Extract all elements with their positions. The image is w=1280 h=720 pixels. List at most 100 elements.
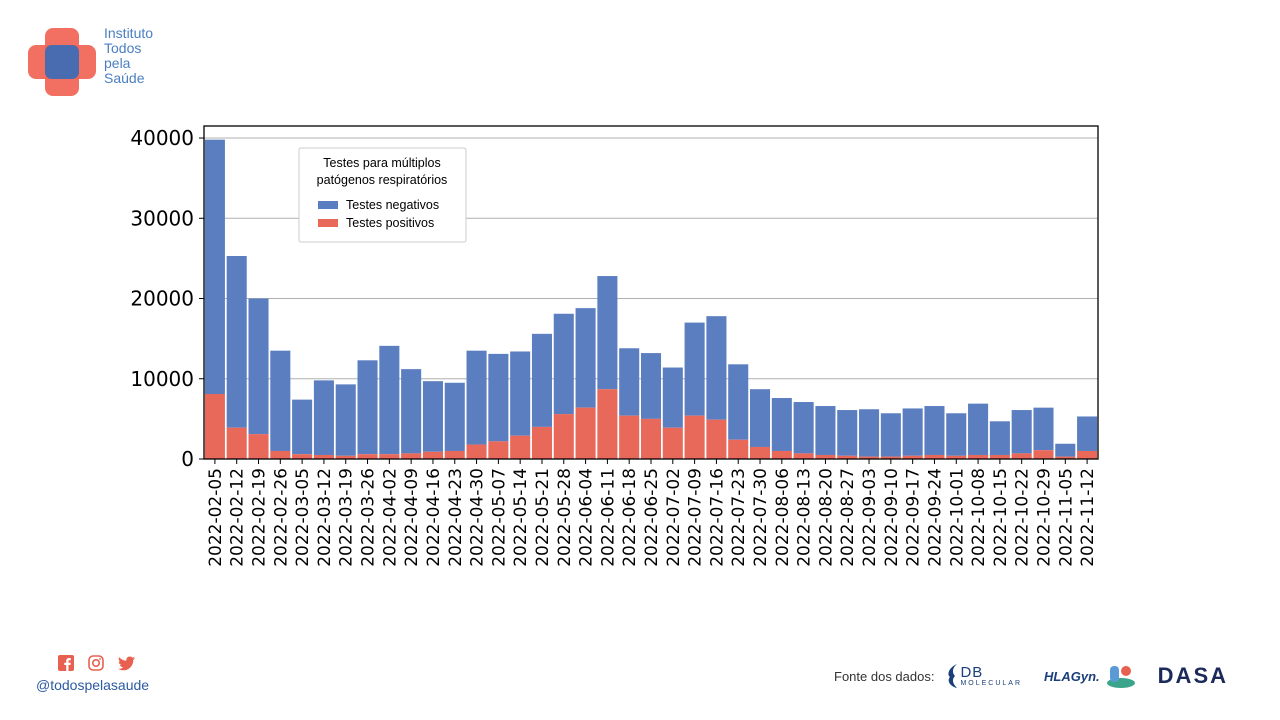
bar-positive (248, 434, 269, 459)
bar-negative (422, 381, 443, 452)
bar-positive (662, 427, 683, 459)
x-tick-label: 2022-02-05 (206, 468, 226, 567)
x-tick-label: 2022-11-05 (1056, 468, 1076, 567)
bar-negative (1055, 443, 1076, 457)
bar-negative (728, 364, 749, 440)
bar-negative (575, 308, 596, 408)
bar-negative (837, 410, 858, 456)
bar-positive (204, 394, 225, 459)
bar-negative (292, 399, 313, 455)
legend-title: Testes para múltiplos (323, 156, 440, 170)
bar-positive (684, 415, 705, 459)
x-tick-label: 2022-09-24 (925, 468, 945, 567)
brand-line: Instituto (104, 25, 154, 41)
bar-negative (444, 382, 465, 451)
bar-negative (619, 348, 640, 416)
x-tick-label: 2022-10-22 (1013, 468, 1033, 567)
hlagyn-figure-icon (1106, 666, 1135, 688)
twitter-icon[interactable] (118, 655, 135, 671)
bar-negative (466, 350, 487, 445)
bar-positive (379, 454, 400, 459)
x-tick-label: 2022-07-16 (707, 468, 727, 567)
bar-negative (859, 409, 880, 457)
x-tick-label: 2022-06-11 (598, 468, 618, 567)
db-leaf-icon (948, 664, 958, 688)
x-tick-label: 2022-07-09 (686, 468, 706, 567)
bar-negative (640, 353, 662, 419)
bar-negative (313, 380, 334, 455)
x-tick-label: 2022-06-18 (620, 468, 640, 567)
bar-positive (837, 455, 858, 459)
bar-negative (488, 353, 509, 442)
brand-logo: Instituto Todos pela Saúde (28, 26, 188, 100)
bar-negative (771, 398, 792, 451)
legend-entry: Testes positivos (346, 216, 434, 230)
bar-negative (749, 389, 771, 447)
instagram-icon[interactable] (88, 655, 104, 671)
x-tick-label: 2022-02-12 (228, 468, 248, 567)
bar-positive (749, 446, 771, 459)
bar-positive (924, 454, 945, 459)
bar-positive (640, 418, 662, 459)
legend-swatch (318, 201, 338, 209)
bar-positive (706, 419, 727, 459)
bar-negative (1077, 416, 1098, 451)
social-footer: @todospelasaude (36, 654, 149, 693)
bar-positive (335, 455, 356, 459)
bar-positive (1055, 456, 1076, 459)
bar-positive (401, 453, 422, 459)
x-tick-label: 2022-04-16 (424, 468, 444, 567)
bar-negative (510, 351, 531, 436)
facebook-icon[interactable] (58, 655, 74, 671)
x-tick-label: 2022-02-19 (250, 468, 270, 567)
x-tick-label: 2022-05-07 (489, 468, 509, 567)
plot-frame (203, 125, 1099, 460)
social-handle[interactable]: @todospelasaude (36, 677, 150, 693)
bar-negative (204, 139, 225, 395)
x-tick-label: 2022-03-26 (359, 468, 379, 567)
dasa-logo: DASA (1157, 663, 1229, 688)
bar-negative (379, 345, 400, 455)
bar-negative (968, 403, 989, 455)
x-tick-label: 2022-07-23 (729, 468, 749, 567)
x-tick-label: 2022-05-14 (511, 468, 531, 567)
bar-negative (597, 276, 618, 390)
x-tick-label: 2022-03-19 (337, 468, 357, 567)
bar-positive (531, 426, 553, 459)
x-tick-label: 2022-04-23 (446, 468, 466, 567)
y-tick-label: 10000 (130, 367, 194, 391)
bar-negative (662, 367, 683, 428)
x-tick-label: 2022-09-10 (882, 468, 902, 567)
brand-line: Saúde (104, 70, 145, 86)
data-sources: Fonte dos dados: DB MOLECULAR HLAGyn. DA… (834, 656, 1228, 696)
x-tick-label: 2022-08-20 (816, 468, 836, 567)
db-molecular-logo: DB MOLECULAR (946, 663, 1022, 689)
bar-positive (859, 456, 880, 459)
bar-negative (248, 298, 269, 435)
bar-positive (444, 450, 465, 459)
x-tick-label: 2022-09-17 (904, 468, 924, 567)
x-tick-label: 2022-04-09 (402, 468, 422, 567)
bar-negative (531, 333, 553, 427)
legend-swatch (318, 219, 338, 227)
bar-chart: 2022-02-05 2022-02-12 2022-02-19 2022-02-26… (130, 125, 1099, 567)
brand-line: pela (104, 55, 131, 71)
x-tick-label: 2022-02-26 (271, 468, 291, 567)
bar-positive (1077, 450, 1098, 459)
x-tick-label: 2022-07-30 (751, 468, 771, 567)
x-tick-label: 2022-07-02 (664, 468, 684, 567)
db-logo-text: DB (960, 664, 984, 681)
bar-positive (771, 450, 792, 459)
bar-positive (553, 414, 574, 459)
bar-positive (597, 389, 618, 459)
legend-box (298, 147, 467, 243)
bar-positive (619, 415, 640, 459)
bar-positive (815, 454, 836, 459)
hlagyn-logo-text: HLAGyn. (1044, 668, 1100, 684)
x-tick-label: 2022-10-01 (947, 468, 967, 567)
bar-positive (946, 455, 967, 459)
bar-positive (510, 435, 531, 459)
bar-negative (401, 369, 422, 454)
brand-name: Instituto Todos pela Saúde (104, 26, 153, 86)
bar-positive (488, 441, 509, 459)
